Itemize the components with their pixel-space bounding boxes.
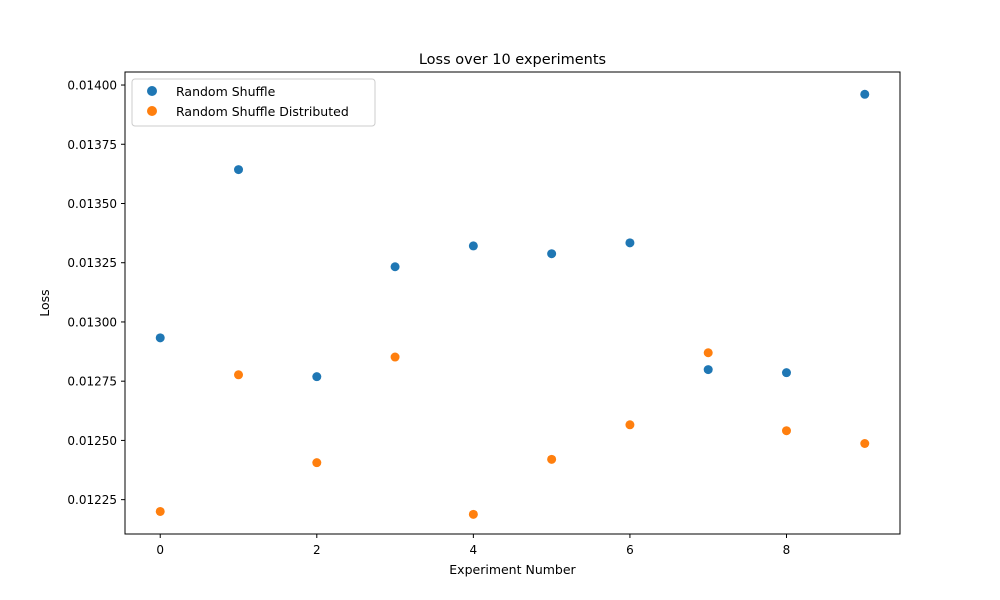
point-random-shuffle-4 <box>468 241 478 251</box>
x-tick-label: 2 <box>313 543 321 557</box>
point-random-shuffle-9 <box>860 89 870 99</box>
point-random-shuffle-3 <box>390 262 400 272</box>
point-random-shuffle-6 <box>625 238 635 248</box>
point-random-shuffle-distributed-8 <box>781 426 791 436</box>
axes-frame <box>124 71 901 535</box>
point-random-shuffle-8 <box>781 368 791 378</box>
x-axis-label: Experiment Number <box>449 562 576 577</box>
y-tick-label: 0.01275 <box>67 375 117 389</box>
y-tick-label: 0.01375 <box>67 138 117 152</box>
y-tick-label: 0.01300 <box>67 315 117 329</box>
point-random-shuffle-distributed-6 <box>625 420 635 430</box>
point-random-shuffle-distributed-9 <box>860 438 870 448</box>
x-tick-label: 6 <box>626 543 634 557</box>
y-tick-label: 0.01250 <box>67 434 117 448</box>
point-random-shuffle-distributed-1 <box>234 370 244 380</box>
legend-label-random-shuffle: Random Shuffle <box>176 84 276 99</box>
legend-marker-random-shuffle-distributed <box>147 106 157 116</box>
chart-title: Loss over 10 experiments <box>419 52 606 68</box>
x-tick-label: 4 <box>470 543 478 557</box>
legend-marker-random-shuffle <box>147 86 157 96</box>
series-random-shuffle <box>155 89 870 382</box>
point-random-shuffle-7 <box>703 365 713 375</box>
y-tick-label: 0.01325 <box>67 256 117 270</box>
point-random-shuffle-2 <box>312 372 322 382</box>
point-random-shuffle-0 <box>155 333 165 343</box>
x-tick-label: 8 <box>783 543 791 557</box>
point-random-shuffle-distributed-0 <box>155 506 165 516</box>
point-random-shuffle-distributed-5 <box>547 454 557 464</box>
point-random-shuffle-distributed-3 <box>390 352 400 362</box>
legend-frame <box>131 78 376 127</box>
point-random-shuffle-5 <box>547 249 557 259</box>
y-axis: 0.01225 0.01250 0.01275 0.01300 0.01325 0.013… <box>67 79 125 507</box>
legend: Random Shuffle Random Shuffle Distribute… <box>131 78 376 127</box>
point-random-shuffle-distributed-7 <box>703 348 713 358</box>
y-tick-label: 0.01400 <box>67 79 117 93</box>
point-random-shuffle-distributed-4 <box>468 509 478 519</box>
legend-label-random-shuffle-distributed: Random Shuffle Distributed <box>176 104 349 119</box>
y-tick-label: 0.01225 <box>67 493 117 507</box>
plot-area <box>155 89 870 519</box>
point-random-shuffle-1 <box>234 165 244 175</box>
series-random-shuffle-distributed <box>155 348 870 519</box>
x-axis: 0 2 4 6 8 <box>156 534 790 557</box>
point-random-shuffle-distributed-2 <box>312 458 322 468</box>
x-tick-label: 0 <box>156 543 164 557</box>
y-axis-label: Loss <box>37 289 52 316</box>
y-tick-label: 0.01350 <box>67 197 117 211</box>
